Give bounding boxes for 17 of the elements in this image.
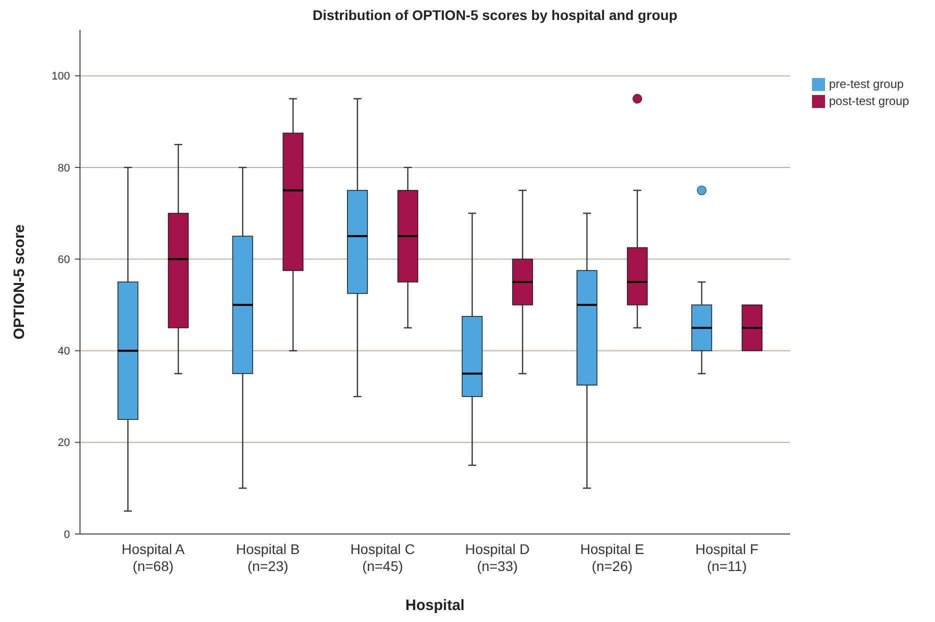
x-tick-label: Hospital E (n=26) — [580, 541, 644, 574]
x-tick-label: Hospital C (n=45) — [350, 541, 415, 574]
legend-label: post-test group — [829, 94, 910, 108]
x-axis-title: Hospital — [405, 597, 465, 614]
y-tick-label: 60 — [58, 254, 70, 266]
x-tick-label: Hospital F (n=11) — [695, 541, 758, 574]
y-axis-title: OPTION-5 score — [11, 224, 28, 340]
x-tick-label: Hospital D (n=33) — [465, 541, 530, 574]
y-tick-label: 100 — [52, 70, 70, 83]
y-tick-label: 80 — [58, 162, 70, 174]
chart-title: Distribution of OPTION-5 scores by hospital and group — [312, 7, 678, 23]
legend-label: pre-test group — [829, 77, 904, 91]
y-tick-label: 40 — [58, 346, 70, 358]
y-tick-label: 20 — [58, 437, 70, 450]
x-tick-label: Hospital A (n=68) — [122, 541, 186, 574]
y-tick-label: 0 — [64, 528, 70, 541]
x-tick-label: Hospital B (n=23) — [236, 541, 300, 574]
